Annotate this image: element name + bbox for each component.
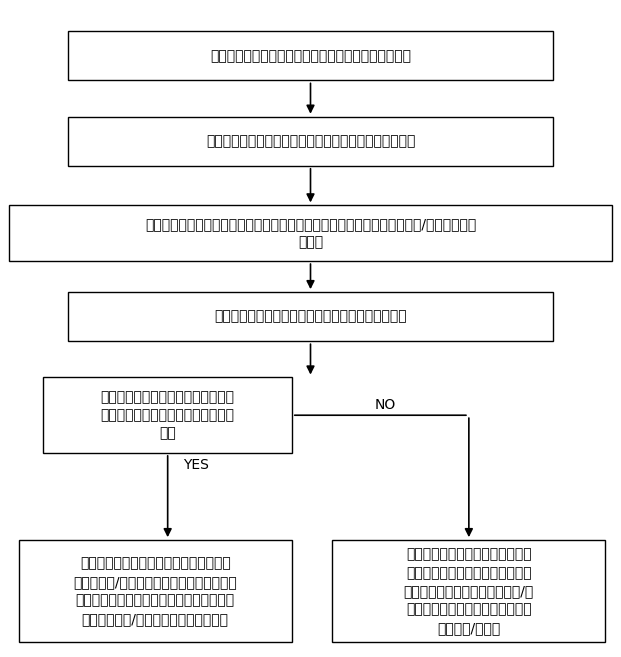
Bar — [19, 540, 292, 643]
Text: 数据处理装置响应所述第三输入指令，调
用、显示和/或传输关联所述第一输入指令、
第二输入指令和第三输入指令的空调器室内
机消耗电量和/或空调器室外机消耗电量: 数据处理装置响应所述第三输入指令，调 用、显示和/或传输关联所述第一输入指令、 … — [73, 556, 237, 626]
Text: 判断计时信号对应的计时周期中模块
选定信号对应的选定模块功率的变化
趋势: 判断计时信号对应的计时周期中模块 选定信号对应的选定模块功率的变化 趋势 — [101, 390, 235, 441]
Text: 由数据处理装置关联第一输入指令和第二输入指令确定空调器室内机功率和/或空调器室外
机功率: 由数据处理装置关联第一输入指令和第二输入指令确定空调器室内机功率和/或空调器室外… — [145, 217, 476, 250]
Text: 在计时周期终止时，将关联所述第
一输入指令、第二输入指令和第三
输入指令的空调器室内机功率和/或
空调器室外机功率换算为消耗电量
后显示和/或传输: 在计时周期终止时，将关联所述第 一输入指令、第二输入指令和第三 输入指令的空调器… — [404, 547, 534, 635]
Text: NO: NO — [374, 397, 396, 412]
Bar — [9, 205, 612, 261]
Bar — [68, 292, 553, 342]
Bar — [68, 117, 553, 166]
Text: YES: YES — [183, 458, 209, 472]
Text: 数据处理装置接收包括模块选定信号的第三输入指令: 数据处理装置接收包括模块选定信号的第三输入指令 — [214, 309, 407, 324]
Bar — [68, 31, 553, 80]
Bar — [43, 377, 292, 453]
Text: 数据处理装置接收包括一组开关机信号的第一输入指令: 数据处理装置接收包括一组开关机信号的第一输入指令 — [210, 49, 411, 63]
Text: 数据处理装置接收包括至少一个计时信号的第二输入指令: 数据处理装置接收包括至少一个计时信号的第二输入指令 — [206, 134, 415, 148]
Bar — [332, 540, 605, 643]
